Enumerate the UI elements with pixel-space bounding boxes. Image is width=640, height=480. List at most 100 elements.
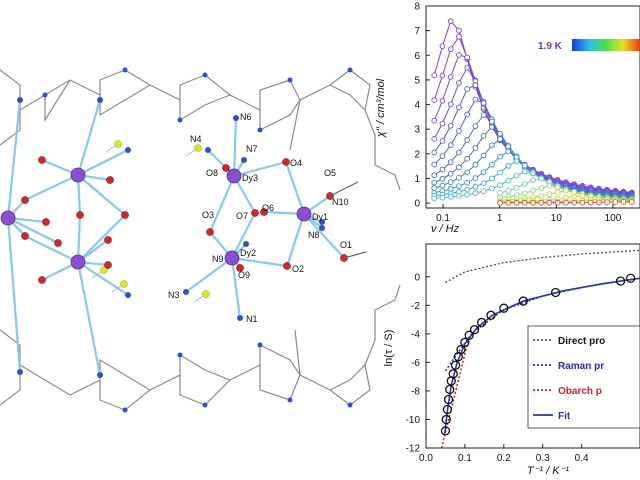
chi-point-6-2 — [447, 159, 454, 165]
chi-point-10-6 — [480, 180, 487, 187]
coordination-bond-24 — [7, 217, 59, 244]
nitrogen-atom-nL2 — [125, 292, 131, 298]
coordination-bond-31 — [24, 235, 79, 263]
chi-point-10-8 — [497, 169, 503, 176]
chi-point-9-9 — [505, 148, 512, 155]
bottom-chart-frame — [425, 243, 640, 449]
bottom-y-tick-label: -12 — [406, 444, 421, 455]
relaxation-point-6 — [448, 369, 458, 379]
ligand-skeleton-11 — [259, 365, 301, 401]
coordination-bond-40 — [6, 99, 22, 219]
colorbar-label: 1.9 K — [538, 41, 563, 52]
coordination-bond-4 — [232, 117, 238, 177]
chi-point-17-4 — [530, 200, 536, 206]
nitrogen-atom-nL5 — [17, 97, 23, 103]
coordination-bond-16 — [231, 256, 288, 268]
top-x-tick-label: 0.1 — [436, 213, 450, 224]
chi-point-5-6 — [480, 100, 487, 106]
oxygen-atom-oL6 — [121, 211, 129, 219]
chi-point-4-4 — [464, 86, 471, 92]
methyl-bond-1 — [329, 181, 359, 197]
chi-point-6-4 — [464, 137, 471, 144]
ligand-nitrogen-7 — [287, 397, 293, 403]
chi-point-11-0 — [431, 195, 438, 202]
chi-point-2-3 — [456, 52, 462, 58]
substituent-atom-1 — [194, 144, 202, 152]
ligand-skeleton-14 — [294, 329, 301, 376]
chi-point-8-0 — [431, 185, 438, 191]
molecular-structure: N6 N4 N7 O8 Dy3 O4 O5 N10 O3 O7 O6 Dy1 N8 O1 N9 Dy2 O9 O2… — [0, 67, 401, 413]
bottom-chart-series — [440, 249, 640, 449]
bottom-x-axis-label: T⁻¹ / K⁻¹ — [527, 465, 570, 477]
ligand-skeleton-9 — [99, 380, 151, 411]
oxygen-atom-O8 — [222, 164, 230, 172]
coordination-bond-33 — [76, 214, 82, 263]
chi-point-13-3 — [521, 190, 528, 197]
chi-point-8-3 — [456, 174, 462, 181]
raman-process-line — [444, 277, 640, 372]
oxygen-atom-oL11 — [104, 236, 112, 244]
temperature-colorbar — [572, 39, 640, 51]
nitrogen-atom-nL4 — [97, 372, 103, 378]
ligand-nitrogen-11 — [257, 127, 263, 133]
ligand-nitrogen-0 — [42, 92, 48, 98]
chi-point-8-2 — [447, 179, 454, 186]
methyl-bond-2 — [343, 251, 367, 259]
top-y-tick-label: 4 — [414, 100, 420, 111]
atom-label-N3: N3 — [168, 290, 180, 300]
atom-label-N9: N9 — [212, 254, 224, 264]
relaxation-point-11 — [464, 330, 474, 340]
chi-point-6-7 — [488, 118, 495, 125]
top-y-tick-label: 2 — [414, 149, 420, 160]
chi-point-13-4 — [530, 187, 536, 194]
chi-point-11-2 — [447, 194, 454, 200]
relaxation-point-13 — [476, 317, 487, 328]
chi-point-17-1 — [505, 200, 512, 206]
oxygen-atom-oL7 — [104, 261, 112, 269]
chi-point-1-3 — [456, 33, 462, 40]
chi-point-17-3 — [521, 200, 528, 206]
chi-point-11-6 — [480, 188, 487, 194]
nitrogen-atom-N4 — [205, 147, 211, 153]
chi-point-7-6 — [480, 133, 487, 139]
relaxation-point-7 — [450, 360, 461, 370]
ligand-nitrogen-9 — [177, 117, 183, 123]
chi-point-12-0 — [497, 190, 503, 196]
ligand-skeleton-0 — [0, 69, 401, 191]
ligand-nitrogen-2 — [202, 72, 208, 78]
chi-point-4-5 — [472, 82, 479, 88]
chi-point-8-1 — [439, 182, 446, 189]
chi-point-11-3 — [456, 193, 462, 199]
chi-point-7-4 — [464, 155, 471, 162]
nitrogen-atom-N9 — [243, 241, 249, 247]
chi-point-10-10 — [513, 158, 520, 165]
top-y-tick-label: 7 — [414, 26, 420, 37]
relaxation-point-19 — [626, 273, 636, 283]
atom-label-N6: N6 — [240, 112, 252, 122]
chi-point-5-5 — [472, 96, 479, 103]
oxygen-atom-oL2 — [21, 196, 29, 204]
chi-point-6-1 — [439, 166, 446, 173]
legend-label-1: Raman pr — [558, 361, 604, 372]
oxygen-atom-oL3 — [21, 232, 29, 240]
relaxation-point-16 — [518, 296, 528, 306]
chi-point-2-0 — [431, 117, 438, 124]
coordination-bond-3 — [208, 175, 236, 233]
chi-point-6-6 — [480, 112, 487, 118]
chi-point-14-9 — [571, 189, 578, 195]
chi-point-9-7 — [488, 161, 495, 168]
chi-point-4-1 — [439, 137, 446, 144]
bottom-y-tick-label: -2 — [411, 301, 420, 312]
top-y-tick-label: 5 — [414, 75, 420, 86]
chi-point-17-13 — [604, 199, 610, 206]
chi-point-17-10 — [579, 199, 586, 206]
chi-point-11-9 — [505, 177, 512, 184]
chi-point-17-2 — [513, 200, 520, 206]
atom-label-Dy2: Dy2 — [240, 248, 256, 258]
relaxation-point-17 — [550, 287, 561, 298]
bottom-y-tick-label: -6 — [411, 358, 420, 369]
legend-label-0: Direct pro — [558, 336, 605, 347]
chi-point-0-0 — [431, 72, 438, 79]
relaxation-point-3 — [443, 394, 454, 405]
coordination-bond-14 — [231, 212, 256, 259]
